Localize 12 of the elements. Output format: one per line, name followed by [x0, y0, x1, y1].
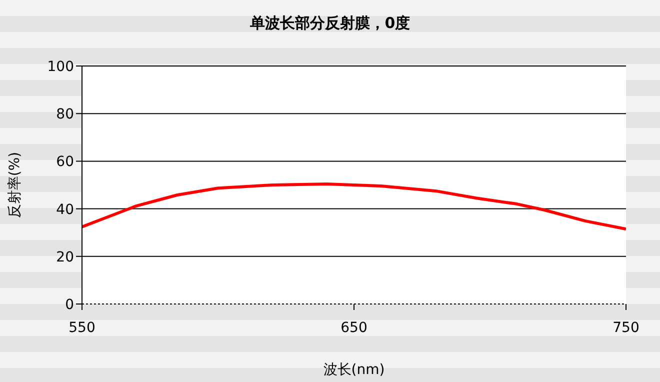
x-tick-label: 550: [68, 320, 96, 336]
y-tick-label: 80: [56, 106, 74, 123]
x-axis-title: 波长(nm): [323, 362, 385, 378]
y-tick-label: 20: [56, 249, 74, 266]
y-tick-label: 40: [56, 202, 74, 218]
chart-title: 单波长部分反射膜，0度: [248, 14, 412, 33]
y-tick-label: 60: [56, 154, 74, 170]
y-tick-label: 100: [47, 58, 74, 75]
x-tick-label: 750: [612, 320, 640, 336]
y-tick-label: 0: [65, 296, 74, 313]
x-tick-label: 650: [340, 320, 368, 336]
y-axis-title: 反射率(%): [6, 152, 23, 218]
